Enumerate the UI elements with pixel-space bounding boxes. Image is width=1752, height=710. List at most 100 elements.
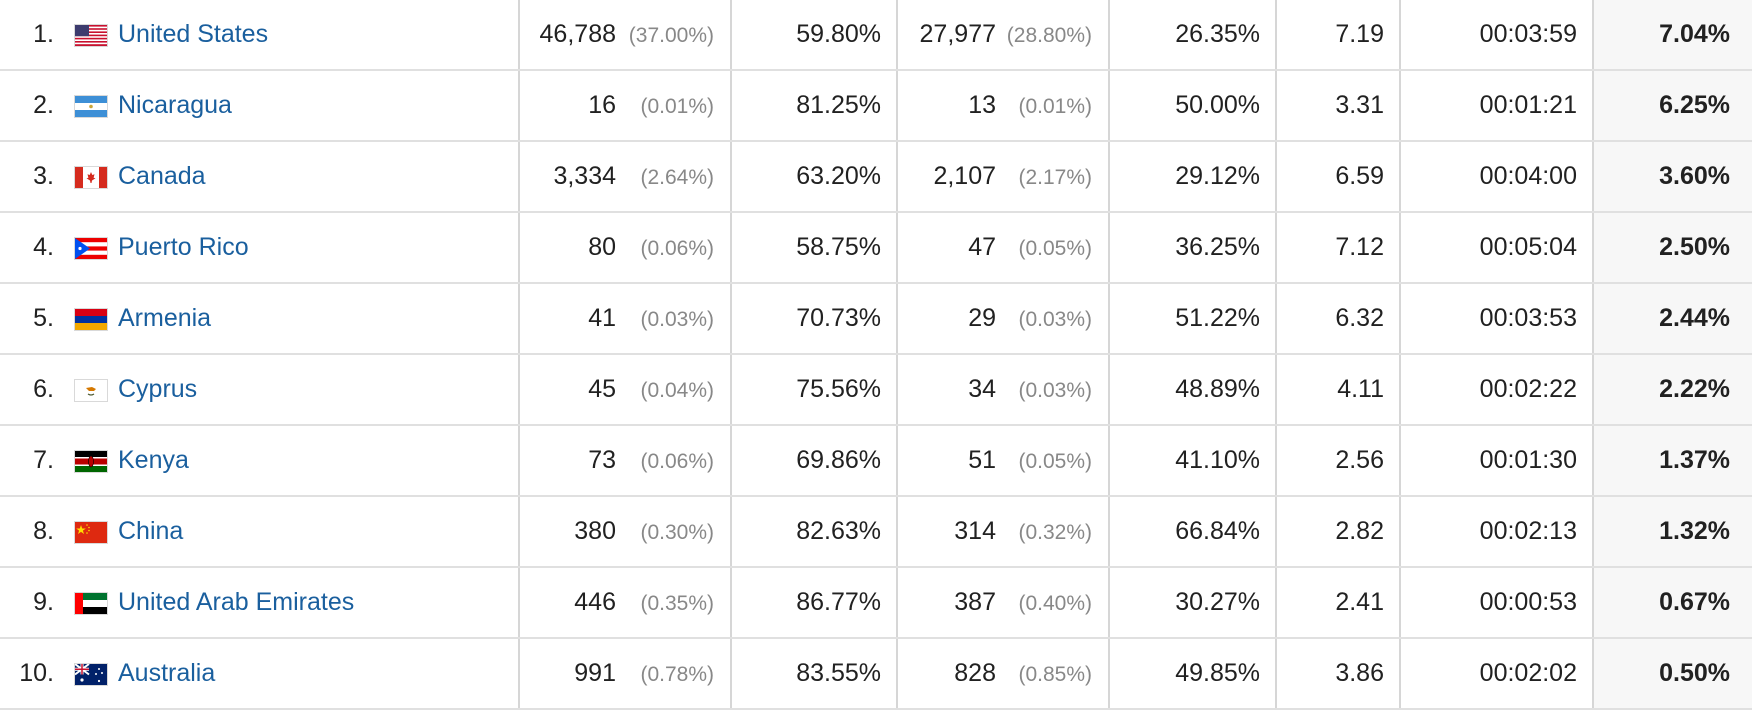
new-users-cell: 29 [896,283,996,355]
sessions-share: (0.04%) [640,379,714,402]
pages-per-session-cell: 2.56 [1275,425,1400,497]
sessions-pct-cell: (0.06%) [616,212,731,284]
sessions-pct-cell: (0.04%) [616,354,731,426]
table-row: 3. Canada 3,334 (2.64%) 63.20% 2,107 (2.17%) 29… [0,141,1752,213]
new-users-pct-cell: (2.17%) [996,141,1109,213]
rank-cell: 6. [0,354,62,426]
conversion-rate-cell: 0.67% [1592,567,1752,639]
sessions-cell: 46,788 [518,0,616,71]
pages-per-session-cell: 6.59 [1275,141,1400,213]
pages-per-session-cell: 7.12 [1275,212,1400,284]
ke-flag-icon [75,450,107,472]
table-row: 4. Puerto Rico 80 (0.06%) 58.75% 47 (0.05%) 36.… [0,212,1752,284]
rank-cell: 4. [0,212,62,284]
table-row: 5. Armenia 41 (0.03%) 70.73% 29 (0.03%) 51.22% 6… [0,283,1752,355]
country-cell: Kenya [118,425,519,497]
new-sessions-pct-cell: 81.25% [730,70,897,142]
table-row: 6. Cyprus 45 (0.04%) 75.56% 34 (0.03%) 48.89% 4.… [0,354,1752,426]
country-cell: United Arab Emirates [118,567,519,639]
pages-per-session-cell: 7.19 [1275,0,1400,71]
bounce-rate-cell: 50.00% [1108,70,1276,142]
bounce-rate-cell: 26.35% [1108,0,1276,71]
avg-session-duration-cell: 00:00:53 [1399,567,1593,639]
rank-cell: 3. [0,141,62,213]
rank-cell: 9. [0,567,62,639]
bounce-rate-cell: 29.12% [1108,141,1276,213]
new-sessions-pct-cell: 86.77% [730,567,897,639]
flag-cell [62,212,118,284]
country-link[interactable]: United States [118,20,269,48]
country-cell: Australia [118,638,519,710]
country-link[interactable]: Nicaragua [118,91,232,119]
new-users-share: (0.05%) [1018,237,1092,260]
sessions-share: (0.30%) [640,521,714,544]
new-users-pct-cell: (0.03%) [996,283,1109,355]
country-cell: Armenia [118,283,519,355]
new-sessions-pct-cell: 69.86% [730,425,897,497]
sessions-pct-cell: (0.01%) [616,70,731,142]
avg-session-duration-cell: 00:03:53 [1399,283,1593,355]
conversion-rate-cell: 1.32% [1592,496,1752,568]
new-users-pct-cell: (28.80%) [996,0,1109,71]
pages-per-session-cell: 2.41 [1275,567,1400,639]
country-link[interactable]: Australia [118,659,216,687]
new-users-pct-cell: (0.01%) [996,70,1109,142]
new-sessions-pct-cell: 63.20% [730,141,897,213]
sessions-cell: 380 [518,496,616,568]
sessions-share: (2.64%) [640,166,714,189]
avg-session-duration-cell: 00:02:02 [1399,638,1593,710]
sessions-cell: 45 [518,354,616,426]
avg-session-duration-cell: 00:02:22 [1399,354,1593,426]
pages-per-session-cell: 2.82 [1275,496,1400,568]
conversion-rate-cell: 7.04% [1592,0,1752,71]
sessions-pct-cell: (0.06%) [616,425,731,497]
sessions-cell: 41 [518,283,616,355]
rank-cell: 2. [0,70,62,142]
country-link[interactable]: Canada [118,162,206,190]
new-sessions-pct-cell: 83.55% [730,638,897,710]
country-link[interactable]: Cyprus [118,375,198,403]
sessions-share: (0.06%) [640,450,714,473]
country-link[interactable]: United Arab Emirates [118,588,355,616]
pages-per-session-cell: 6.32 [1275,283,1400,355]
sessions-share: (0.03%) [640,308,714,331]
rank-cell: 7. [0,425,62,497]
avg-session-duration-cell: 00:05:04 [1399,212,1593,284]
conversion-rate-cell: 2.44% [1592,283,1752,355]
sessions-cell: 991 [518,638,616,710]
country-cell: Nicaragua [118,70,519,142]
new-users-cell: 387 [896,567,996,639]
new-users-share: (0.85%) [1018,663,1092,686]
country-link[interactable]: Puerto Rico [118,233,249,261]
country-link[interactable]: China [118,517,184,545]
bounce-rate-cell: 41.10% [1108,425,1276,497]
conversion-rate-cell: 2.50% [1592,212,1752,284]
sessions-pct-cell: (0.30%) [616,496,731,568]
country-cell: China [118,496,519,568]
pages-per-session-cell: 3.31 [1275,70,1400,142]
sessions-share: (0.78%) [640,663,714,686]
country-link[interactable]: Kenya [118,446,189,474]
new-users-share: (0.05%) [1018,450,1092,473]
sessions-cell: 446 [518,567,616,639]
new-users-share: (0.01%) [1018,95,1092,118]
country-link[interactable]: Armenia [118,304,212,332]
bounce-rate-cell: 36.25% [1108,212,1276,284]
sessions-share: (0.35%) [640,592,714,615]
bounce-rate-cell: 30.27% [1108,567,1276,639]
pages-per-session-cell: 3.86 [1275,638,1400,710]
sessions-pct-cell: (0.78%) [616,638,731,710]
new-sessions-pct-cell: 58.75% [730,212,897,284]
bounce-rate-cell: 49.85% [1108,638,1276,710]
us-flag-icon [75,24,107,46]
new-users-pct-cell: (0.05%) [996,425,1109,497]
new-users-pct-cell: (0.40%) [996,567,1109,639]
ni-flag-icon [75,95,107,117]
new-users-pct-cell: (0.85%) [996,638,1109,710]
pages-per-session-cell: 4.11 [1275,354,1400,426]
cy-flag-icon [75,379,107,401]
new-users-cell: 47 [896,212,996,284]
new-users-pct-cell: (0.03%) [996,354,1109,426]
